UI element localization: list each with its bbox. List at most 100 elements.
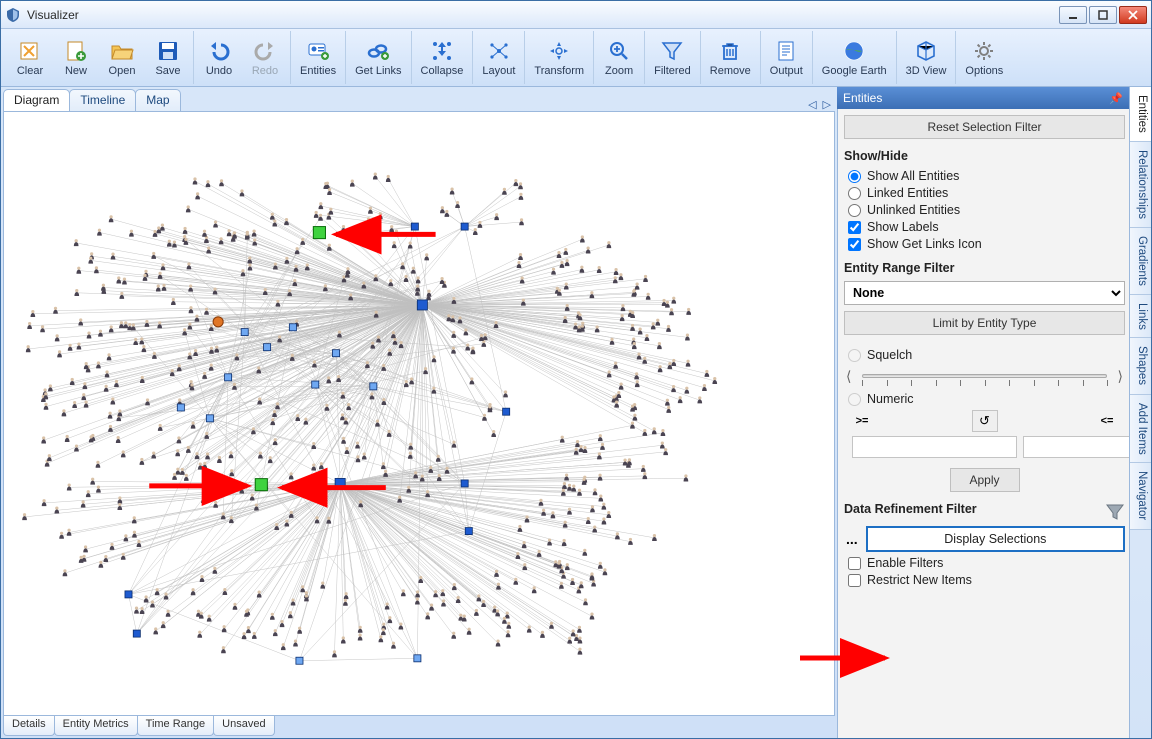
bottom-tab-entity-metrics[interactable]: Entity Metrics [54,716,138,736]
tab-diagram[interactable]: Diagram [3,89,70,111]
collapse-icon [430,39,454,63]
toolbar-zoom-button[interactable]: Zoom [596,32,642,84]
display-selections-button[interactable]: Display Selections [866,526,1125,552]
side-tab-relationships[interactable]: Relationships [1130,142,1151,228]
entities-icon [306,39,330,63]
bottom-tabs: DetailsEntity MetricsTime RangeUnsaved [1,716,837,738]
gear-icon [972,39,996,63]
bottom-tab-details[interactable]: Details [3,716,55,736]
main-toolbar: ClearNewOpenSaveUndoRedoEntitiesGet Link… [1,29,1151,87]
toolbar-open-button[interactable]: Open [99,32,145,84]
main-column: DiagramTimelineMap ◁ ▷ DetailsEntity Metri… [1,87,837,738]
toolbar-layout-button[interactable]: Layout [475,32,522,84]
body: DiagramTimelineMap ◁ ▷ DetailsEntity Metri… [1,87,1151,738]
tab-timeline[interactable]: Timeline [69,89,136,111]
toolbar-view3d-button[interactable]: 3D View [899,32,954,84]
toolbar-clear-button[interactable]: Clear [7,32,53,84]
maximize-button[interactable] [1089,6,1117,24]
toolbar-remove-button[interactable]: Remove [703,32,758,84]
squelch-slider[interactable]: ⟨ ⟩ [862,368,1107,386]
app-icon [5,7,21,23]
redo-icon [253,39,277,63]
trash-icon [718,39,742,63]
showhide-radio-2[interactable]: Unlinked Entities [848,203,1125,217]
tab-nav-right[interactable]: ▷ [823,98,831,111]
pin-icon[interactable]: 📌 [1109,92,1123,105]
entities-panel: Entities 📌 Reset Selection Filter Show/H… [837,87,1129,738]
side-tab-entities[interactable]: Entities [1130,87,1151,142]
ge-input[interactable] [852,436,1017,458]
side-tab-navigator[interactable]: Navigator [1130,463,1151,529]
globe-icon [842,39,866,63]
showhide-check-1[interactable]: Show Get Links Icon [848,237,1125,251]
toolbar-googleearth-button[interactable]: Google Earth [815,32,894,84]
toolbar-filtered-button[interactable]: Filtered [647,32,698,84]
enable-filters-check[interactable]: Enable Filters [848,556,1125,570]
tab-nav-left[interactable]: ◁ [808,98,816,111]
panel-header: Entities 📌 [837,87,1129,109]
zoom-icon [607,39,631,63]
side-tab-gradients[interactable]: Gradients [1130,228,1151,295]
clear-icon [18,39,42,63]
toolbar-new-button[interactable]: New [53,32,99,84]
toolbar-options-button[interactable]: Options [958,32,1010,84]
apply-button[interactable]: Apply [950,468,1020,492]
side-tab-add-items[interactable]: Add Items [1130,395,1151,464]
limit-by-entity-type-button[interactable]: Limit by Entity Type [844,311,1125,335]
output-icon [774,39,798,63]
showhide-radio-1[interactable]: Linked Entities [848,186,1125,200]
le-input[interactable] [1023,436,1129,458]
open-icon [110,39,134,63]
transform-icon [547,39,571,63]
close-button[interactable] [1119,6,1147,24]
data-refinement-section: Data Refinement Filter ... Display Selec… [844,502,1125,587]
layout-icon [487,39,511,63]
links-icon [366,39,390,63]
minimize-button[interactable] [1059,6,1087,24]
tab-map[interactable]: Map [135,89,180,111]
bottom-tab-time-range[interactable]: Time Range [137,716,215,736]
entity-range-heading: Entity Range Filter [844,261,1125,275]
app-window: Visualizer ClearNewOpenSaveUndoRedoEntit… [0,0,1152,739]
save-icon [156,39,180,63]
restrict-new-items-check[interactable]: Restrict New Items [848,573,1125,587]
toolbar-undo-button[interactable]: Undo [196,32,242,84]
range-combo[interactable]: None [844,281,1125,305]
data-refinement-heading: Data Refinement Filter [844,502,1105,516]
squelch-radio[interactable]: Squelch [848,348,1125,362]
window-title: Visualizer [27,8,1059,22]
side-tab-shapes[interactable]: Shapes [1130,338,1151,394]
undo-icon [207,39,231,63]
numeric-reset-button[interactable]: ↺ [972,410,998,432]
toolbar-entities-button[interactable]: Entities [293,32,343,84]
showhide-radio-0[interactable]: Show All Entities [848,169,1125,183]
toolbar-collapse-button[interactable]: Collapse [414,32,471,84]
panel-body: Reset Selection Filter Show/Hide Show Al… [837,109,1129,738]
reset-selection-filter-button[interactable]: Reset Selection Filter [844,115,1125,139]
window-buttons [1059,6,1147,24]
cube-icon [914,39,938,63]
new-icon [64,39,88,63]
toolbar-getlinks-button[interactable]: Get Links [348,32,408,84]
bottom-tab-unsaved[interactable]: Unsaved [213,716,274,736]
toolbar-transform-button[interactable]: Transform [527,32,591,84]
show-hide-section: Show/Hide Show All Entities Linked Entit… [844,149,1125,251]
show-hide-heading: Show/Hide [844,149,1125,163]
top-tabs: DiagramTimelineMap ◁ ▷ [1,87,837,111]
le-label: <= [1097,415,1117,427]
diagram-canvas[interactable] [3,111,835,716]
refine-ellipsis-button[interactable]: ... [844,531,860,547]
panel-title: Entities [843,91,882,105]
toolbar-output-button[interactable]: Output [763,32,810,84]
toolbar-save-button[interactable]: Save [145,32,191,84]
right-column: Entities 📌 Reset Selection Filter Show/H… [837,87,1151,738]
numeric-radio[interactable]: Numeric [848,392,1125,406]
entity-range-filter-section: Entity Range Filter None Limit by Entity… [844,261,1125,492]
funnel-icon[interactable] [1105,502,1125,522]
toolbar-redo-button: Redo [242,32,288,84]
ge-label: >= [852,415,872,427]
side-tab-links[interactable]: Links [1130,295,1151,339]
showhide-check-0[interactable]: Show Labels [848,220,1125,234]
funnel-icon [660,39,684,63]
titlebar: Visualizer [1,1,1151,29]
